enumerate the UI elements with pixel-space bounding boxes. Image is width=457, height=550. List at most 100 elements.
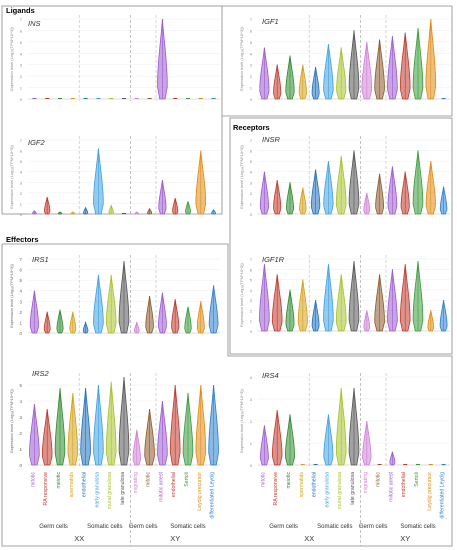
- y-tick-label: 2: [20, 74, 23, 79]
- y-tick-label: 3: [250, 180, 253, 185]
- category-label: spermatids: [69, 472, 75, 498]
- gene-label: IGF1R: [262, 255, 285, 264]
- y-tick-label: 0: [20, 97, 23, 102]
- y-axis-label: Expression level (Log₁₀(TPM*10^3)): [239, 144, 244, 208]
- y-tick-label: 3: [250, 63, 253, 68]
- category-label: differentiated Leydig: [210, 472, 216, 519]
- y-tick-label: 1: [250, 86, 253, 91]
- y-tick-label: 2: [250, 74, 253, 79]
- category-label: differentiated Leydig: [440, 472, 446, 519]
- category-label: migrating: [363, 472, 369, 493]
- y-tick-label: 0: [250, 212, 253, 217]
- y-axis-label: Expression level (Log₁₀(TPM*10^3)): [9, 144, 14, 208]
- gene-label: IGF1: [262, 17, 279, 26]
- y-tick-label: 4: [250, 170, 253, 175]
- y-tick-label: 1: [20, 201, 23, 206]
- ligands-frame: [1, 5, 223, 215]
- y-tick-label: 7: [19, 257, 22, 262]
- y-axis-label: Expression level (Log₁₀(TPM*10^3)): [9, 263, 14, 327]
- panel-insr: Expression level (Log₁₀(TPM*10^3)) 0 1 2 3 4 5…: [239, 135, 450, 217]
- group-label: Somatic cells: [170, 524, 205, 530]
- y-tick-label: 0: [250, 329, 253, 334]
- y-tick-label: 3: [250, 298, 253, 303]
- sex-label: XY: [170, 534, 180, 543]
- category-label: RA responsive: [273, 472, 279, 506]
- ligands-title: Ligands: [6, 6, 35, 15]
- y-tick-label: 4: [19, 399, 22, 404]
- receptors-title: Receptors: [233, 123, 270, 132]
- y-tick-label: 0: [20, 212, 23, 217]
- category-label: endothelial: [401, 472, 407, 497]
- effectors-title: Effectors: [6, 235, 39, 244]
- y-tick-label: 5: [19, 383, 22, 388]
- y-tick-label: 4: [250, 51, 253, 56]
- panel-irs1: 0 1 2 3 4 5 6 7 Expression level (Log₁₀(TPM*10^3…: [9, 255, 220, 336]
- y-tick-label: 4: [20, 51, 23, 56]
- y-tick-label: 7: [20, 138, 23, 143]
- sex-label: XY: [400, 534, 410, 543]
- y-tick-label: 7: [250, 17, 253, 22]
- panel-igf1: Expression level (Log₁₀(TPM*10^3)) 0 1 2 3 4 5…: [239, 15, 450, 102]
- y-tick-label: 1: [250, 319, 253, 324]
- y-tick-label: 3: [20, 63, 23, 68]
- panel-igf2: Expression level (Log₁₀(TPM*10^3)) 0 1 2 3 4 5…: [9, 136, 220, 217]
- y-tick-label: 2: [19, 310, 22, 315]
- category-label: endothelial: [82, 472, 88, 497]
- y-tick-label: 2: [250, 308, 253, 313]
- y-tick-label: 5: [19, 278, 22, 283]
- y-axis-label: Expression level (Log₁₀(TPM*10^3)): [9, 26, 14, 90]
- group-label: Germ cells: [129, 524, 158, 530]
- y-tick-label: 3: [19, 299, 22, 304]
- category-label: Leydig precursor: [427, 472, 433, 511]
- y-axis-label: Expression level (Log₁₀(TPM*10^3)): [239, 388, 244, 452]
- y-tick-label: 4: [250, 288, 253, 293]
- category-label: mitotic: [146, 472, 152, 487]
- panel-irs4: Expression level (Log₁₀(TPM*10^3)) 0 1 2 3 4 I…: [239, 371, 450, 468]
- category-label: mitotic: [30, 472, 36, 487]
- y-tick-label: 3: [250, 397, 253, 402]
- y-tick-label: 0: [19, 331, 22, 336]
- y-tick-label: 5: [250, 40, 253, 45]
- y-tick-label: 6: [19, 268, 22, 273]
- y-tick-label: 0: [19, 463, 22, 468]
- y-tick-label: 0: [250, 463, 253, 468]
- group-label: Germ cells: [39, 524, 68, 530]
- y-tick-label: 2: [19, 431, 22, 436]
- y-tick-label: 2: [20, 191, 23, 196]
- category-label: RA responsive: [43, 472, 49, 506]
- y-tick-label: 6: [250, 28, 253, 33]
- panel-irs2: 0 1 2 3 4 5 Expression level (Log₁₀(TPM*10^3))…: [9, 369, 220, 468]
- y-tick-label: 5: [250, 159, 253, 164]
- y-axis-label: Expression level (Log₁₀(TPM*10^3)): [239, 262, 244, 326]
- y-tick-label: 4: [19, 289, 22, 294]
- y-tick-label: 1: [250, 441, 253, 446]
- y-axis-label: Expression level (Log₁₀(TPM*10^3)): [9, 388, 14, 452]
- category-label: endothelial: [171, 472, 177, 497]
- category-label: mitotic arrest: [158, 471, 164, 501]
- panel-igf1r: Expression level (Log₁₀(TPM*10^3)) 0 1 2 3 4 5…: [239, 255, 450, 334]
- gene-label: IRS4: [262, 371, 279, 380]
- gene-label: IRS1: [32, 255, 49, 264]
- category-label: mural granulosa: [107, 472, 113, 509]
- sex-label: XX: [74, 534, 84, 543]
- y-tick-label: 7: [250, 138, 253, 143]
- gene-label: INSR: [262, 135, 281, 144]
- receptors-frame: [229, 117, 453, 355]
- y-tick-label: 1: [20, 86, 23, 91]
- y-tick-label: 5: [250, 278, 253, 283]
- y-tick-label: 5: [20, 40, 23, 45]
- categories-right: mitotic RA responsive meiotic spermatids end…: [260, 470, 446, 546]
- y-tick-label: 6: [20, 149, 23, 154]
- group-label: Germ cells: [359, 524, 388, 530]
- y-tick-label: 2: [250, 419, 253, 424]
- panel-ins: Expression level (Log₁₀(TPM*10^3)) 0 1 2 3 4 5…: [9, 15, 220, 102]
- category-label: Sertoli: [414, 472, 420, 487]
- y-tick-label: 1: [250, 201, 253, 206]
- y-tick-label: 6: [250, 149, 253, 154]
- category-label: mitotic: [376, 472, 382, 487]
- y-tick-label: 6: [250, 267, 253, 272]
- y-tick-label: 5: [20, 159, 23, 164]
- gene-label: INS: [28, 19, 41, 28]
- category-label: mural granulosa: [337, 472, 343, 509]
